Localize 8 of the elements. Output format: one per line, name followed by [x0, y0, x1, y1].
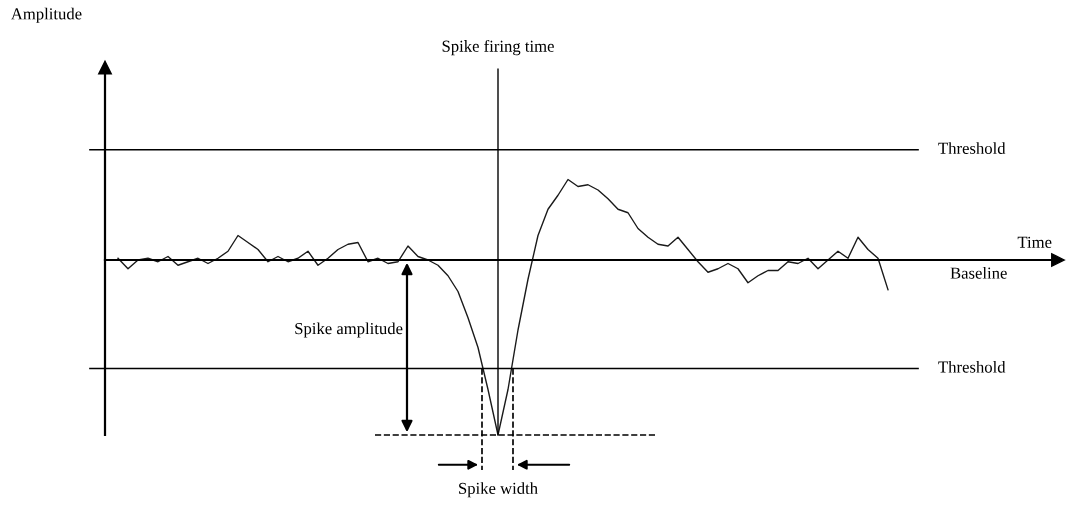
text: Amplitude	[10, 7, 82, 23]
ref-line-label: Threshold	[938, 142, 1006, 154]
ref-line-label: Threshold	[938, 360, 1006, 373]
text: Spike width	[459, 482, 538, 498]
text: Baseline	[950, 267, 1007, 279]
text: Time	[1017, 236, 1052, 248]
annotation: Spike amplitude	[295, 322, 403, 338]
text: Spike firing time	[442, 39, 554, 56]
